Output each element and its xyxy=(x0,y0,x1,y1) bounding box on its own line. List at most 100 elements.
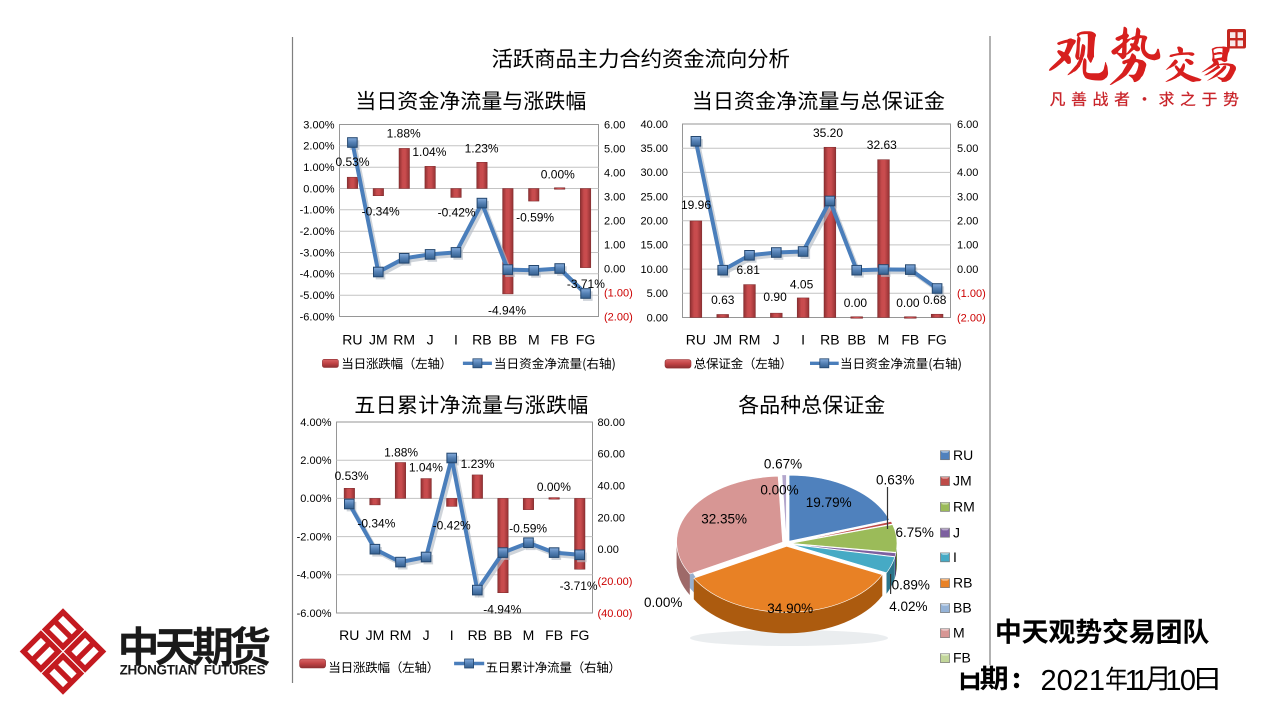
svg-text:JM: JM xyxy=(713,332,732,348)
svg-text:2.00%: 2.00% xyxy=(300,455,331,467)
svg-text:0.53%: 0.53% xyxy=(335,155,369,169)
svg-text:JM: JM xyxy=(953,473,972,489)
svg-text:J: J xyxy=(953,524,960,540)
svg-text:5.00: 5.00 xyxy=(957,143,978,155)
svg-text:J: J xyxy=(773,332,780,348)
svg-text:19.96: 19.96 xyxy=(681,198,711,212)
svg-text:6.00: 6.00 xyxy=(957,119,978,131)
svg-text:1.88%: 1.88% xyxy=(387,127,421,141)
svg-text:FG: FG xyxy=(927,332,946,348)
svg-text:15.00: 15.00 xyxy=(640,240,668,252)
svg-text:1.23%: 1.23% xyxy=(465,142,499,156)
svg-text:-3.71%: -3.71% xyxy=(560,579,598,593)
svg-text:-6.00%: -6.00% xyxy=(297,608,332,620)
svg-text:RB: RB xyxy=(820,332,839,348)
svg-text:2.00: 2.00 xyxy=(957,216,978,228)
svg-text:1.00: 1.00 xyxy=(604,239,625,251)
svg-text:-0.42%: -0.42% xyxy=(433,519,471,533)
svg-text:0.00: 0.00 xyxy=(647,312,668,324)
svg-text:(1.00): (1.00) xyxy=(957,288,986,300)
svg-text:1.00%: 1.00% xyxy=(303,162,334,174)
svg-text:80.00: 80.00 xyxy=(598,417,626,429)
svg-text:3.00: 3.00 xyxy=(957,191,978,203)
svg-text:0.00%: 0.00% xyxy=(760,483,798,498)
svg-text:0.00%: 0.00% xyxy=(303,183,334,195)
svg-text:-5.00%: -5.00% xyxy=(300,290,335,302)
svg-text:1.04%: 1.04% xyxy=(409,461,443,475)
svg-text:4.05: 4.05 xyxy=(790,278,814,292)
svg-text:5.00: 5.00 xyxy=(647,288,668,300)
svg-text:1.00: 1.00 xyxy=(957,240,978,252)
svg-text:30.00: 30.00 xyxy=(640,167,668,179)
svg-text:-4.00%: -4.00% xyxy=(300,269,335,281)
svg-text:19.79%: 19.79% xyxy=(806,495,852,510)
svg-text:35.00: 35.00 xyxy=(640,143,668,155)
svg-text:1: 1 xyxy=(1165,665,1181,697)
svg-text:6.75%: 6.75% xyxy=(896,525,934,540)
svg-text:M: M xyxy=(523,627,535,643)
svg-text:0.89%: 0.89% xyxy=(892,578,930,593)
svg-text:4.00: 4.00 xyxy=(604,167,625,179)
svg-text:JM: JM xyxy=(369,332,388,348)
svg-text:BB: BB xyxy=(953,600,972,616)
svg-text:0.00: 0.00 xyxy=(598,544,619,556)
svg-text:FB: FB xyxy=(901,332,919,348)
svg-text:0.63: 0.63 xyxy=(711,293,735,307)
svg-text:35.20: 35.20 xyxy=(813,126,843,140)
svg-text:2.00: 2.00 xyxy=(604,215,625,227)
svg-text:4.02%: 4.02% xyxy=(889,599,927,614)
svg-text:0.00: 0.00 xyxy=(844,296,868,310)
svg-text:BB: BB xyxy=(498,332,517,348)
svg-text:60.00: 60.00 xyxy=(598,449,626,461)
svg-text:-0.34%: -0.34% xyxy=(357,516,395,530)
svg-text:-3.71%: -3.71% xyxy=(567,277,605,291)
svg-text:FB: FB xyxy=(953,650,971,666)
svg-text:-6.00%: -6.00% xyxy=(300,311,335,323)
svg-text:(2.00): (2.00) xyxy=(957,312,986,324)
svg-text:1.88%: 1.88% xyxy=(384,445,418,459)
svg-text:32.63: 32.63 xyxy=(867,138,897,152)
svg-text:-2.00%: -2.00% xyxy=(300,226,335,238)
svg-text:6.81: 6.81 xyxy=(737,263,761,277)
svg-text:0.68: 0.68 xyxy=(923,293,947,307)
svg-text:J: J xyxy=(423,627,430,643)
svg-text:32.35%: 32.35% xyxy=(701,512,747,527)
svg-text:RB: RB xyxy=(472,332,491,348)
svg-text:40.00: 40.00 xyxy=(598,480,626,492)
svg-text:3.00%: 3.00% xyxy=(303,119,334,131)
svg-text:3.00: 3.00 xyxy=(604,191,625,203)
svg-text:0.90: 0.90 xyxy=(763,290,787,304)
svg-text:6.00: 6.00 xyxy=(604,119,625,131)
svg-text:4.00: 4.00 xyxy=(957,167,978,179)
svg-text:40.00: 40.00 xyxy=(640,119,668,131)
svg-text:(40.00): (40.00) xyxy=(598,608,633,620)
svg-text:-4.00%: -4.00% xyxy=(297,570,332,582)
svg-text:-4.94%: -4.94% xyxy=(488,304,526,318)
svg-text:I: I xyxy=(953,549,957,565)
svg-text:2.00%: 2.00% xyxy=(303,141,334,153)
svg-text:BB: BB xyxy=(494,627,513,643)
svg-text:FB: FB xyxy=(551,332,569,348)
svg-text:1.04%: 1.04% xyxy=(412,145,446,159)
svg-text:0.00%: 0.00% xyxy=(644,595,682,610)
svg-text:0.63%: 0.63% xyxy=(876,473,914,488)
svg-text:2021: 2021 xyxy=(1041,665,1106,697)
svg-text:I: I xyxy=(801,332,805,348)
svg-text:M: M xyxy=(528,332,540,348)
svg-text:(2.00): (2.00) xyxy=(604,311,633,323)
svg-text:20.00: 20.00 xyxy=(598,512,626,524)
svg-text:FG: FG xyxy=(570,627,589,643)
svg-text:34.90%: 34.90% xyxy=(767,601,813,616)
svg-text:-4.94%: -4.94% xyxy=(483,603,521,617)
svg-text:RM: RM xyxy=(739,332,761,348)
svg-text:0.00: 0.00 xyxy=(896,296,920,310)
svg-text:RM: RM xyxy=(953,499,975,515)
svg-text:BB: BB xyxy=(847,332,866,348)
svg-text:ZHONGTIAN FUTURES: ZHONGTIAN FUTURES xyxy=(120,663,267,678)
svg-text:-0.59%: -0.59% xyxy=(516,210,554,224)
svg-text:RU: RU xyxy=(342,332,362,348)
svg-text:(1.00): (1.00) xyxy=(604,287,633,299)
svg-text:I: I xyxy=(450,627,454,643)
svg-text:RU: RU xyxy=(339,627,359,643)
svg-text:RU: RU xyxy=(953,447,973,463)
